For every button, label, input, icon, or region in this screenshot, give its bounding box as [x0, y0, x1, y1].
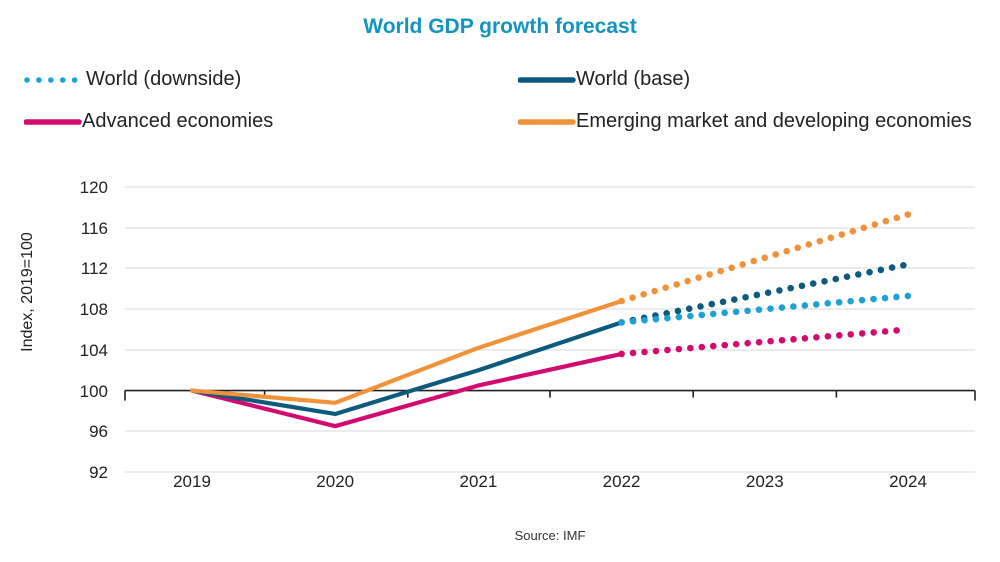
svg-text:108: 108: [80, 300, 108, 319]
svg-text:2020: 2020: [316, 472, 354, 491]
svg-text:96: 96: [89, 422, 108, 441]
svg-text:2021: 2021: [459, 472, 497, 491]
svg-text:104: 104: [80, 341, 108, 360]
svg-text:2023: 2023: [746, 472, 784, 491]
svg-text:2024: 2024: [889, 472, 927, 491]
svg-text:2022: 2022: [603, 472, 641, 491]
svg-text:100: 100: [80, 382, 108, 401]
svg-text:2019: 2019: [173, 472, 211, 491]
svg-text:Index, 2019=100: Index, 2019=100: [19, 232, 36, 352]
svg-text:92: 92: [89, 463, 108, 482]
svg-text:120: 120: [80, 178, 108, 197]
svg-text:116: 116: [81, 219, 108, 238]
svg-text:112: 112: [81, 259, 108, 278]
